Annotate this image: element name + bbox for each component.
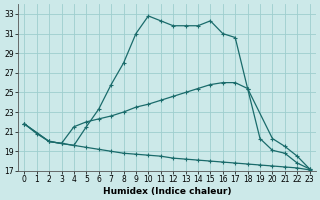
X-axis label: Humidex (Indice chaleur): Humidex (Indice chaleur) — [103, 187, 231, 196]
